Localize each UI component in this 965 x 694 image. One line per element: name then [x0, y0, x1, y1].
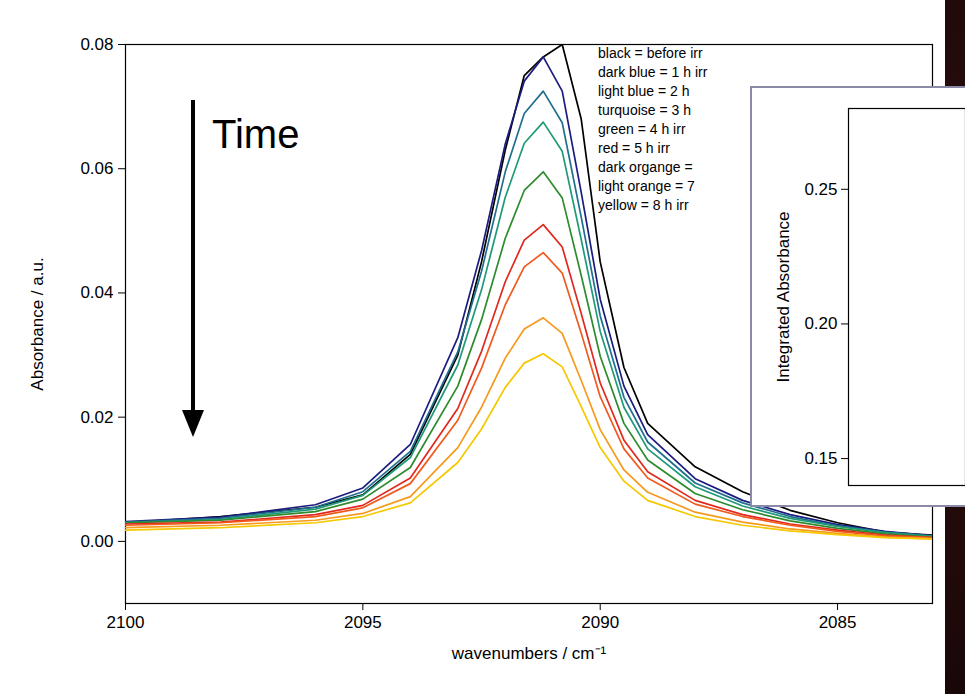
- html-text:Time: Time: [212, 112, 300, 156]
- svg-text:Integrated Absorbance: Integrated Absorbance: [774, 211, 793, 382]
- html-text:green = 4 h irr: green = 4 h irr: [598, 121, 686, 137]
- svg-text:2095: 2095: [344, 613, 382, 632]
- svg-text:2100: 2100: [107, 613, 145, 632]
- svg-text:0.04: 0.04: [80, 283, 113, 302]
- html-text:light blue = 2 h: light blue = 2 h: [598, 83, 690, 99]
- html-text:dark organge =: dark organge =: [598, 159, 693, 175]
- html-text:light orange = 7: light orange = 7: [598, 178, 695, 194]
- html-text:yellow = 8 h irr: yellow = 8 h irr: [598, 197, 689, 213]
- svg-text:0.15: 0.15: [804, 449, 837, 468]
- html-text:turquoise = 3 h: turquoise = 3 h: [598, 102, 691, 118]
- svg-text:0.08: 0.08: [80, 35, 113, 54]
- html-text:dark blue = 1 h irr: dark blue = 1 h irr: [598, 64, 708, 80]
- html-text:red = 5 h irr: red = 5 h irr: [598, 140, 670, 156]
- svg-text:0.25: 0.25: [804, 180, 837, 199]
- svg-text:0.20: 0.20: [804, 314, 837, 333]
- svg-text:Absorbance / a.u.: Absorbance / a.u.: [28, 257, 47, 390]
- svg-text:2085: 2085: [819, 613, 857, 632]
- svg-text:0.00: 0.00: [80, 532, 113, 551]
- svg-text:wavenumbers / cm⁻¹: wavenumbers / cm⁻¹: [451, 644, 607, 663]
- svg-text:0.02: 0.02: [80, 408, 113, 427]
- svg-text:0.06: 0.06: [80, 159, 113, 178]
- svg-text:2090: 2090: [581, 613, 619, 632]
- html-text:black = before irr: black = before irr: [598, 45, 703, 61]
